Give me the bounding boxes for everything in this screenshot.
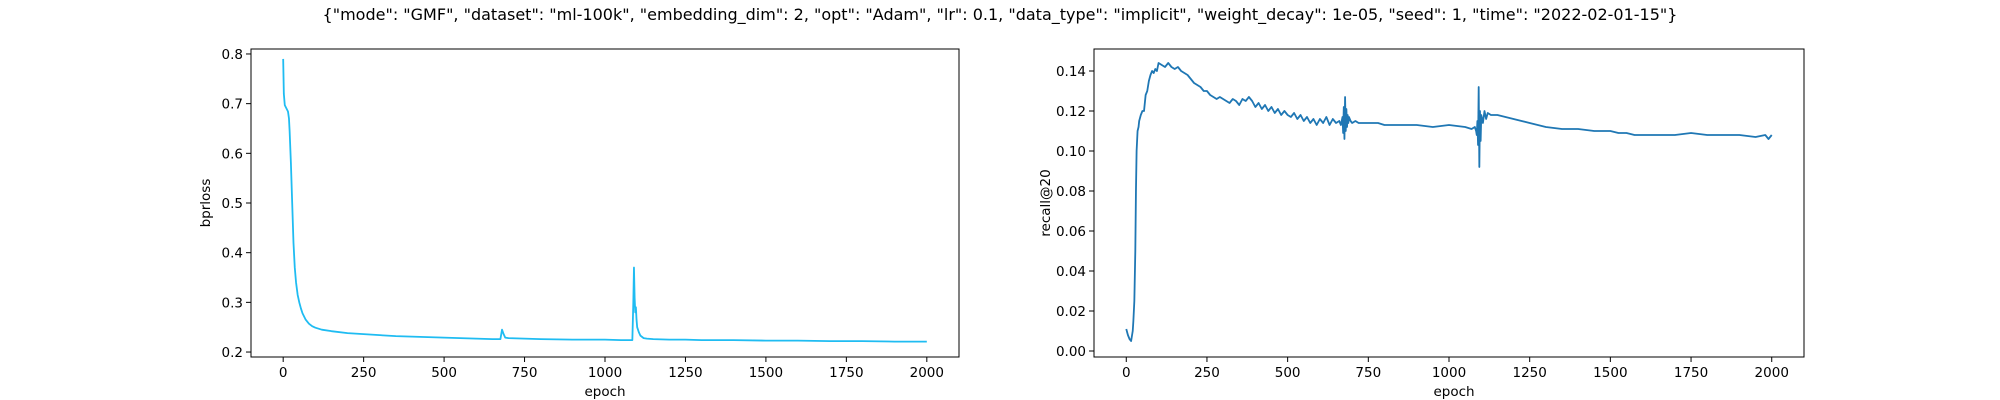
recall-xtick-label: 1000 <box>1432 365 1466 381</box>
bprloss-xlabel: epoch <box>584 384 625 400</box>
bprloss-xtick-label: 1750 <box>829 365 863 381</box>
recall-ytick-label: 0.02 <box>1056 304 1086 320</box>
recall-chart: recall@20 epoch 0 250 500 750 1000 1250 1500 17… <box>1038 48 1805 400</box>
recall-ytick-label: 0.14 <box>1056 64 1086 80</box>
recall-ytick-label: 0.08 <box>1056 184 1086 200</box>
bprloss-ytick-label: 0.3 <box>222 295 243 311</box>
bprloss-chart: bprloss epoch 0 250 500 750 1000 1250 1500 1750… <box>198 47 960 400</box>
recall-xtick-label: 1500 <box>1593 365 1627 381</box>
recall-xlabel: epoch <box>1433 384 1474 400</box>
bprloss-ytick-label: 0.2 <box>222 345 243 361</box>
recall-ylabel: recall@20 <box>1038 169 1054 236</box>
bprloss-ytick-label: 0.4 <box>222 246 243 262</box>
recall-xtick-label: 2000 <box>1755 365 1789 381</box>
bprloss-ytick-label: 0.7 <box>222 97 243 113</box>
recall-xtick-label: 250 <box>1194 365 1220 381</box>
figure-suptitle: {"mode": "GMF", "dataset": "ml-100k", "e… <box>323 5 1678 25</box>
bprloss-ytick-label: 0.6 <box>222 146 243 162</box>
recall-xtick-label: 0 <box>1122 365 1131 381</box>
bprloss-xtick-label: 1000 <box>588 365 622 381</box>
bprloss-xtick-label: 1500 <box>749 365 783 381</box>
recall-xtick-label: 1750 <box>1674 365 1708 381</box>
bprloss-xtick-label: 1250 <box>668 365 702 381</box>
recall-xtick-label: 750 <box>1355 365 1381 381</box>
bprloss-series-line-0 <box>282 58 927 343</box>
recall-ytick-label: 0.00 <box>1056 344 1086 360</box>
bprloss-xtick-label: 2000 <box>910 365 944 381</box>
bprloss-xtick-label: 750 <box>512 365 538 381</box>
bprloss-xtick-label: 500 <box>431 365 457 381</box>
bprloss-xtick-label: 0 <box>279 365 288 381</box>
bprloss-ytick-label: 0.8 <box>222 47 243 63</box>
recall-ytick-label: 0.12 <box>1056 104 1086 120</box>
bprloss-ylabel: bprloss <box>198 179 214 228</box>
bprloss-xtick-label: 250 <box>351 365 377 381</box>
recall-series-line-0 <box>1125 62 1773 342</box>
bprloss-ytick-label: 0.5 <box>222 196 243 212</box>
recall-ytick-label: 0.06 <box>1056 224 1086 240</box>
recall-xtick-label: 500 <box>1275 365 1301 381</box>
recall-xtick-label: 1250 <box>1513 365 1547 381</box>
recall-ytick-label: 0.10 <box>1056 144 1086 160</box>
recall-ytick-label: 0.04 <box>1056 264 1086 280</box>
